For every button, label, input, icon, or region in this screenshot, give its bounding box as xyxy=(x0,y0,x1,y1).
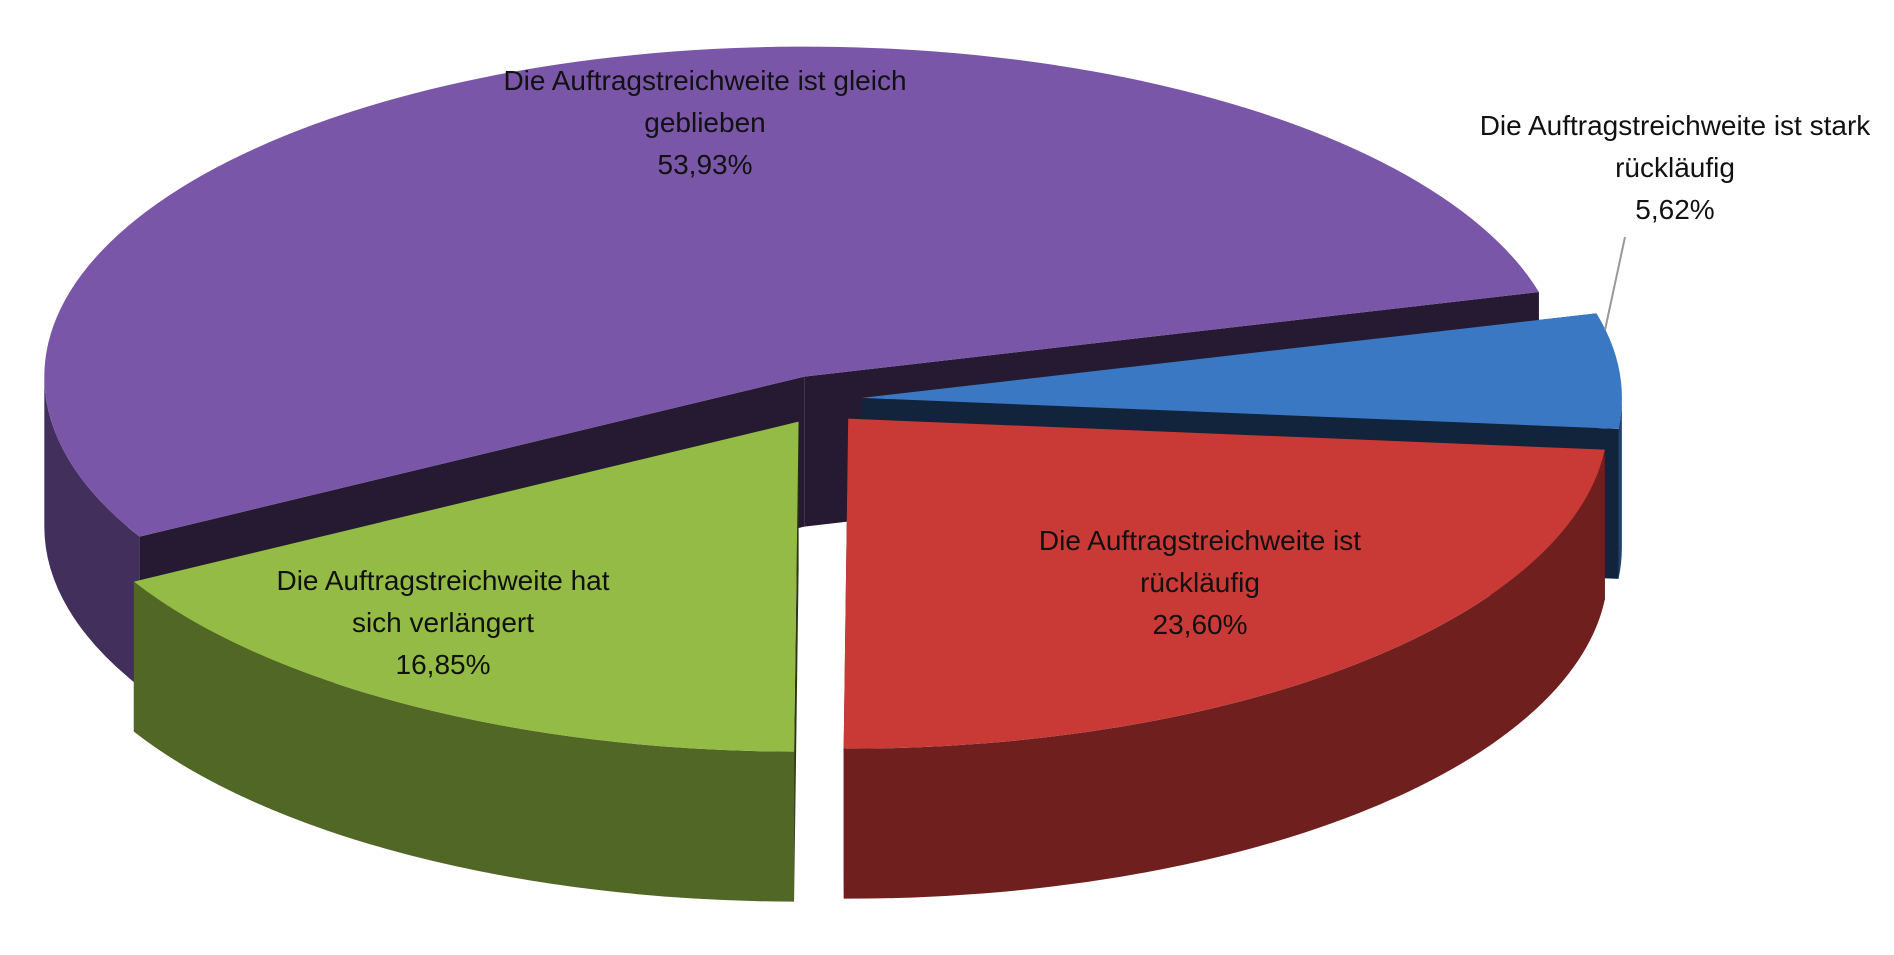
category-label: Die Auftragstreichweite ist stark rücklä… xyxy=(1479,110,1871,183)
slice-label: Die Auftragstreichweite hat sich verläng… xyxy=(253,560,633,686)
value-label: 23,60% xyxy=(1152,609,1248,640)
slice-side xyxy=(843,449,1605,899)
category-label: Die Auftragstreichweite ist gleich gebli… xyxy=(503,65,907,138)
category-label: Die Auftragstreichweite hat sich verläng… xyxy=(276,565,610,638)
slice xyxy=(843,418,1605,899)
leader-line xyxy=(1604,236,1626,331)
slice xyxy=(133,421,799,902)
slice-top xyxy=(843,418,1605,749)
slice-side xyxy=(44,376,140,687)
value-label: 5,62% xyxy=(1635,194,1715,225)
slice-label: Die Auftragstreichweite ist gleich gebli… xyxy=(485,60,925,186)
slice-side xyxy=(133,581,795,902)
slice-top xyxy=(133,421,799,752)
slice-top xyxy=(861,313,1622,429)
value-label: 16,85% xyxy=(395,649,491,680)
slice-label: Die Auftragstreichweite ist stark rücklä… xyxy=(1465,105,1885,231)
slice-label: Die Auftragstreichweite ist rückläufig 23… xyxy=(980,520,1420,646)
slice-side xyxy=(1618,397,1622,579)
value-label: 53,93% xyxy=(657,149,753,180)
slice-top xyxy=(44,46,1539,537)
category-label: Die Auftragstreichweite ist rückläufig xyxy=(1038,525,1362,598)
